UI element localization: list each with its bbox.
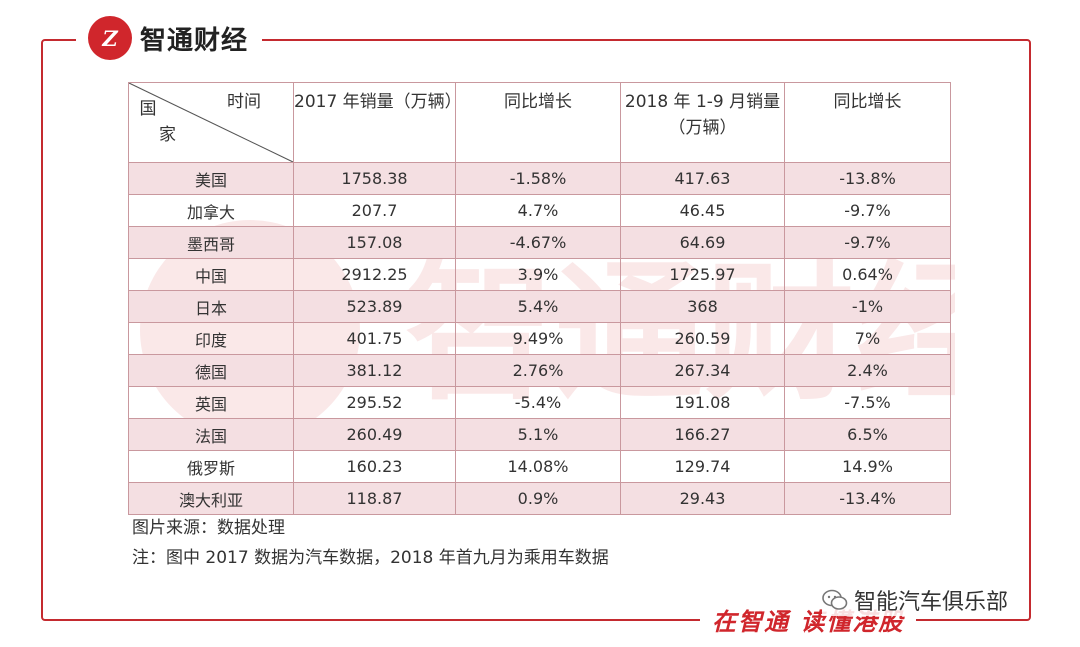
growth-2017-cell: 4.7% (455, 194, 621, 227)
country-cell: 美国 (128, 162, 294, 195)
growth-2018-cell: -13.4% (784, 482, 951, 515)
country-cell: 加拿大 (128, 194, 294, 227)
sales-2017-cell: 401.75 (293, 322, 456, 355)
country-cell: 印度 (128, 322, 294, 355)
country-cell: 英国 (128, 386, 294, 419)
growth-2017-cell: 3.9% (455, 258, 621, 291)
growth-2017-cell: 5.1% (455, 418, 621, 451)
brand-logo-icon: Z (88, 16, 132, 60)
growth-2017-cell: -4.67% (455, 226, 621, 259)
growth-2017-cell: -5.4% (455, 386, 621, 419)
country-cell: 法国 (128, 418, 294, 451)
header-country-label: 国 家 (139, 99, 177, 145)
growth-2017-cell: 0.9% (455, 482, 621, 515)
wechat-account-name: 智能汽车俱乐部 (854, 590, 1009, 615)
growth-2017-cell: 5.4% (455, 290, 621, 323)
sales-2018-cell: 368 (620, 290, 785, 323)
sales-2018-cell: 64.69 (620, 226, 785, 259)
sales-2017-cell: 381.12 (293, 354, 456, 387)
sales-2018-cell: 417.63 (620, 162, 785, 195)
growth-2017-cell: 2.76% (455, 354, 621, 387)
country-cell: 中国 (128, 258, 294, 291)
sales-2018-cell: 29.43 (620, 482, 785, 515)
table-row: 美国 1758.38 -1.58% 417.63 -13.8% (128, 162, 951, 195)
sales-2018-cell: 267.34 (620, 354, 785, 387)
table-row: 加拿大 207.7 4.7% 46.45 -9.7% (128, 194, 951, 227)
table-row: 俄罗斯 160.23 14.08% 129.74 14.9% (128, 450, 951, 483)
country-cell: 日本 (128, 290, 294, 323)
growth-2017-cell: -1.58% (455, 162, 621, 195)
table-row: 英国 295.52 -5.4% 191.08 -7.5% (128, 386, 951, 419)
table-row: 法国 260.49 5.1% 166.27 6.5% (128, 418, 951, 451)
growth-2018-cell: 6.5% (784, 418, 951, 451)
diagonal-divider (129, 83, 293, 162)
sales-2018-cell: 1725.97 (620, 258, 785, 291)
header-corner-cell: 时间 国 家 (128, 82, 294, 163)
header-2017-sales: 2017 年销量（万辆） (293, 82, 462, 163)
growth-2018-cell: -1% (784, 290, 951, 323)
table-row: 中国 2912.25 3.9% 1725.97 0.64% (128, 258, 951, 291)
sales-2017-cell: 1758.38 (293, 162, 456, 195)
sales-2018-cell: 191.08 (620, 386, 785, 419)
growth-2018-cell: 2.4% (784, 354, 951, 387)
sales-2017-cell: 2912.25 (293, 258, 456, 291)
header-2017-growth: 同比增长 (455, 82, 621, 163)
sales-2017-cell: 207.7 (293, 194, 456, 227)
table-header-row: 时间 国 家 2017 年销量（万辆） 同比增长 2018 年 1-9 月销量（… (128, 82, 951, 163)
notes: 图片来源：数据处理 注：图中 2017 数据为汽车数据，2018 年首九月为乘用… (132, 513, 609, 573)
country-cell: 德国 (128, 354, 294, 387)
table-row: 印度 401.75 9.49% 260.59 7% (128, 322, 951, 355)
sales-2017-cell: 523.89 (293, 290, 456, 323)
growth-2018-cell: -7.5% (784, 386, 951, 419)
source-note: 图片来源：数据处理 (132, 518, 285, 538)
wechat-account: 智能汽车俱乐部 (822, 584, 1009, 616)
growth-2018-cell: -9.7% (784, 194, 951, 227)
growth-2018-cell: -9.7% (784, 226, 951, 259)
sales-2018-cell: 46.45 (620, 194, 785, 227)
sales-2017-cell: 260.49 (293, 418, 456, 451)
brand-name: 智通财经 (140, 25, 249, 56)
sales-2017-cell: 118.87 (293, 482, 456, 515)
content-frame (41, 39, 1031, 621)
growth-2017-cell: 9.49% (455, 322, 621, 355)
sales-2018-cell: 260.59 (620, 322, 785, 355)
table-body: 美国 1758.38 -1.58% 417.63 -13.8% 加拿大 207.7 4.7% 4… (128, 162, 951, 515)
country-cell: 澳大利亚 (128, 482, 294, 515)
brand-header: Z 智通财经 (76, 12, 263, 64)
country-cell: 俄罗斯 (128, 450, 294, 483)
header-2018-growth: 同比增长 (784, 82, 951, 163)
country-cell: 墨西哥 (128, 226, 294, 259)
growth-2017-cell: 14.08% (455, 450, 621, 483)
remark-note: 注：图中 2017 数据为汽车数据，2018 年首九月为乘用车数据 (132, 548, 609, 568)
header-country-char-1: 国 (139, 99, 157, 119)
table-row: 墨西哥 157.08 -4.67% 64.69 -9.7% (128, 226, 951, 259)
sales-table: 时间 国 家 2017 年销量（万辆） 同比增长 2018 年 1-9 月销量（… (128, 82, 951, 515)
table-row: 德国 381.12 2.76% 267.34 2.4% (128, 354, 951, 387)
growth-2018-cell: 7% (784, 322, 951, 355)
sales-2018-cell: 166.27 (620, 418, 785, 451)
table-row: 澳大利亚 118.87 0.9% 29.43 -13.4% (128, 482, 951, 515)
table-row: 日本 523.89 5.4% 368 -1% (128, 290, 951, 323)
growth-2018-cell: 14.9% (784, 450, 951, 483)
sales-2018-cell: 129.74 (620, 450, 785, 483)
header-time-label: 时间 (227, 92, 261, 112)
growth-2018-cell: 0.64% (784, 258, 951, 291)
wechat-icon (822, 589, 848, 610)
growth-2018-cell: -13.8% (784, 162, 951, 195)
sales-2017-cell: 157.08 (293, 226, 456, 259)
sales-2017-cell: 160.23 (293, 450, 456, 483)
header-2018-sales: 2018 年 1-9 月销量（万辆） (620, 82, 785, 163)
sales-2017-cell: 295.52 (293, 386, 456, 419)
